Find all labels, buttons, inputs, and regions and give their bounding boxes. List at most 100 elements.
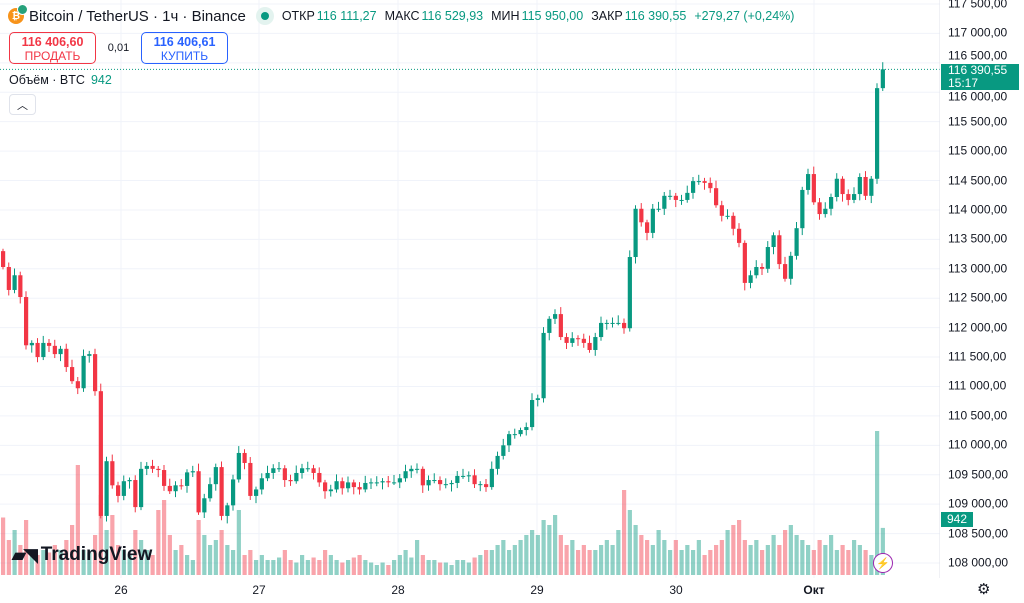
volume-bar xyxy=(98,495,103,575)
candle-body xyxy=(225,505,230,516)
candle-body xyxy=(311,468,316,473)
volume-bar xyxy=(248,550,253,575)
volume-bar xyxy=(6,540,11,575)
volume-bar xyxy=(58,550,63,575)
candle-body xyxy=(581,338,586,343)
volume-bar xyxy=(765,545,770,575)
candle-body xyxy=(47,342,52,346)
volume-bar xyxy=(633,525,638,575)
buy-button[interactable]: 116 406,61 КУПИТЬ xyxy=(141,32,228,64)
price-axis-label: 112 000,00 xyxy=(948,320,1008,335)
candle-body xyxy=(196,471,201,513)
volume-bar xyxy=(564,545,569,575)
candle-body xyxy=(679,199,684,201)
candle-body xyxy=(41,342,46,358)
market-status-icon[interactable] xyxy=(255,7,274,25)
candle-body xyxy=(501,445,506,456)
volume-bar xyxy=(225,545,230,575)
time-axis-label: 27 xyxy=(252,583,266,597)
volume-bar xyxy=(323,550,328,575)
volume-bar xyxy=(679,550,684,575)
price-axis-label: 114 500,00 xyxy=(948,173,1008,188)
candle-body xyxy=(564,337,569,343)
volume-bar xyxy=(863,550,868,575)
candle-body xyxy=(783,264,788,279)
candle-body xyxy=(880,69,885,89)
candle-body xyxy=(213,467,218,485)
candle-body xyxy=(518,430,523,435)
volume-bar xyxy=(771,535,776,575)
candle-body xyxy=(558,314,563,338)
volume-bar xyxy=(81,550,86,575)
candle-body xyxy=(357,487,362,490)
volume-bar xyxy=(127,555,132,575)
candle-body xyxy=(363,482,368,490)
candle-body xyxy=(18,275,23,298)
candle-body xyxy=(380,481,385,483)
candle-body xyxy=(340,481,345,489)
candle-body xyxy=(58,348,63,355)
settings-icon[interactable]: ⚙ xyxy=(977,581,991,598)
candle-body xyxy=(121,481,126,496)
candle-body xyxy=(185,472,190,486)
volume-bar xyxy=(852,540,857,575)
candle-body xyxy=(863,176,868,196)
candle-body xyxy=(75,381,80,389)
sell-button[interactable]: 116 406,60 ПРОДАТЬ xyxy=(9,32,96,64)
volume-bar xyxy=(150,555,155,575)
volume-bar xyxy=(403,550,408,575)
volume-bar xyxy=(696,540,701,575)
candle-body xyxy=(162,470,167,486)
volume-bar xyxy=(875,431,880,575)
candle-body xyxy=(461,475,466,477)
lightning-icon[interactable]: ⚡ xyxy=(873,553,893,573)
price-chart[interactable] xyxy=(0,0,940,578)
price-axis-label: 113 500,00 xyxy=(948,231,1008,246)
volume-bar xyxy=(133,530,138,575)
volume-bar xyxy=(737,520,742,575)
volume-bar xyxy=(432,560,437,575)
current-price-tag: 116 390,55 15:17 xyxy=(941,64,1019,90)
volume-bar xyxy=(823,545,828,575)
candle-body xyxy=(392,482,397,484)
candle-body xyxy=(834,178,839,198)
volume-bar xyxy=(70,525,75,575)
candle-body xyxy=(714,188,719,206)
candle-body xyxy=(254,489,259,496)
volume-bar xyxy=(760,550,765,575)
candle-body xyxy=(760,267,765,269)
candle-body xyxy=(397,478,402,483)
candle-body xyxy=(426,480,431,486)
volume-bar xyxy=(668,550,673,575)
volume-bar xyxy=(438,562,443,575)
volume-bar xyxy=(524,535,529,575)
open-value: 116 111,27 xyxy=(316,9,377,23)
volume-bar xyxy=(64,540,69,575)
candle-body xyxy=(351,482,356,488)
volume-bar xyxy=(869,555,874,575)
candle-body xyxy=(374,482,379,484)
candle-body xyxy=(754,267,759,276)
candle-body xyxy=(800,189,805,229)
volume-bar xyxy=(501,540,506,575)
candle-body xyxy=(1,251,6,268)
symbol-title[interactable]: Bitcoin / TetherUS · 1ч · Binance xyxy=(29,7,246,25)
chevron-up-icon: ︿ xyxy=(17,99,28,112)
volume-bar xyxy=(616,530,621,575)
collapse-legend-button[interactable]: ︿ xyxy=(9,94,36,115)
volume-bar xyxy=(800,540,805,575)
volume-bar xyxy=(311,557,316,575)
volume-bar xyxy=(409,557,414,575)
tradingview-logo[interactable]: ▰◥ TradingView xyxy=(12,544,152,566)
candle-body xyxy=(409,468,414,472)
candle-body xyxy=(731,215,736,229)
candle-body xyxy=(466,475,471,477)
volume-legend[interactable]: Объём · BTC 942 xyxy=(9,73,112,87)
volume-bar xyxy=(259,555,264,575)
volume-bar xyxy=(639,535,644,575)
volume-bar xyxy=(254,560,259,575)
volume-bar xyxy=(202,535,207,575)
volume-bar xyxy=(29,550,34,575)
candle-body xyxy=(668,195,673,197)
volume-bar xyxy=(346,560,351,575)
